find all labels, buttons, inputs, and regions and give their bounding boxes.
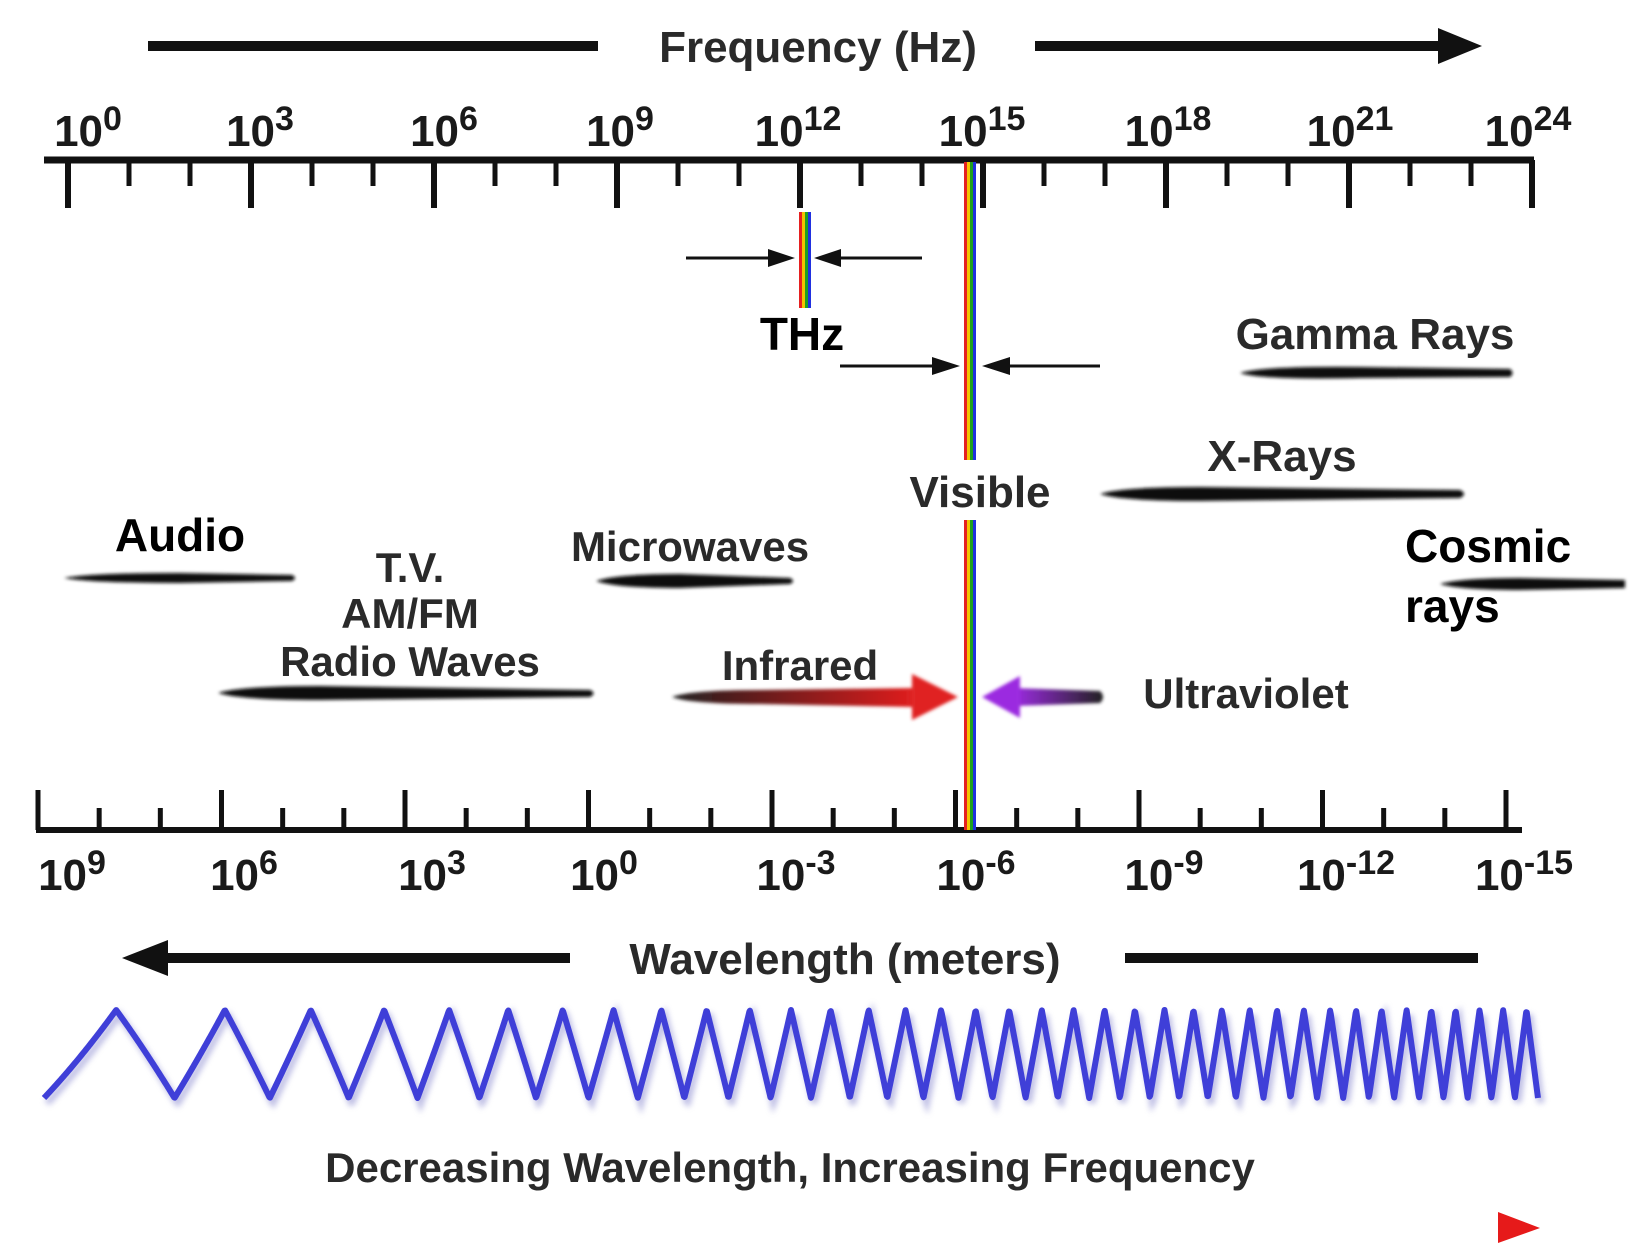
footer-arrow — [44, 1212, 1540, 1243]
wavelength-tick-label: 10-3 — [756, 844, 835, 900]
audio-label: Audio — [115, 509, 245, 561]
radio-waves-label: Radio Waves — [280, 638, 540, 685]
thz-right-arrow-icon — [814, 249, 841, 267]
wavelength-tick-label: 106 — [210, 844, 278, 900]
frequency-tick-label: 1012 — [755, 100, 842, 156]
visible-label: Visible — [909, 468, 1050, 517]
tv-label: T.V. — [376, 544, 445, 591]
ultraviolet-arrow-head-icon — [982, 676, 1020, 718]
ultraviolet-arrow — [982, 676, 1103, 718]
frequency-axis — [44, 156, 1535, 208]
x-rays-label: X-Rays — [1207, 432, 1356, 481]
cosmic-rays-label-line1: Cosmic — [1405, 520, 1571, 572]
frequency-tick-label: 100 — [54, 100, 122, 156]
microwaves-bar — [596, 574, 793, 588]
am-fm-label: AM/FM — [341, 590, 479, 637]
footer-caption: Decreasing Wavelength, Increasing Freque… — [325, 1144, 1255, 1191]
frequency-tick-label: 1024 — [1485, 100, 1572, 156]
frequency-arrow-head — [1438, 28, 1482, 64]
audio-bar — [64, 573, 295, 583]
frequency-axis-title-group: Frequency (Hz) — [148, 23, 1482, 72]
frequency-tick-labels: 100 103 106 109 1012 1015 1018 1021 1024 — [54, 100, 1571, 156]
gamma-rays-bar — [1240, 366, 1513, 379]
wavelength-tick-label: 100 — [570, 844, 638, 900]
visible-left-arrow-icon — [932, 357, 960, 375]
wavelength-axis-title-group: Wavelength (meters) — [122, 935, 1478, 984]
visible-label-bg — [892, 460, 1062, 520]
microwaves-label: Microwaves — [571, 523, 809, 570]
wavelength-tick-labels: 109 106 103 100 10-3 10-6 10-9 10-12 10-15 — [38, 844, 1573, 900]
frequency-tick-label: 1015 — [939, 100, 1026, 156]
visible-marker-arrows — [840, 357, 1100, 375]
cosmic-rays-label-line2: rays — [1405, 580, 1500, 632]
infrared-arrow — [672, 674, 958, 720]
radio-waves-bar — [218, 686, 594, 700]
wavelength-tick-label: 10-9 — [1124, 844, 1203, 900]
gamma-rays-label: Gamma Rays — [1236, 310, 1515, 359]
wavelength-tick-label: 103 — [398, 844, 466, 900]
wavelength-tick-label: 10-12 — [1297, 844, 1395, 900]
thz-label: THz — [760, 308, 844, 360]
x-rays-bar — [1100, 487, 1464, 501]
frequency-tick-label: 106 — [410, 100, 478, 156]
wavelength-tick-label: 109 — [38, 844, 106, 900]
wavelength-tick-label: 10-6 — [936, 844, 1015, 900]
ultraviolet-label: Ultraviolet — [1143, 670, 1348, 717]
wavelength-arrow-head — [122, 940, 168, 976]
thz-marker: THz — [686, 212, 922, 360]
wavelength-axis — [35, 790, 1522, 833]
wavelength-tick-label: 10-15 — [1475, 844, 1573, 900]
frequency-tick-label: 109 — [586, 100, 654, 156]
frequency-tick-label: 103 — [226, 100, 294, 156]
cosmic-rays-bar — [1440, 578, 1625, 590]
infrared-label: Infrared — [722, 642, 878, 689]
wave-illustration — [41, 1002, 1545, 1115]
frequency-tick-label: 1021 — [1307, 100, 1394, 156]
wavelength-axis-title: Wavelength (meters) — [629, 935, 1060, 984]
footer-arrow-head-icon — [1498, 1212, 1540, 1243]
thz-left-arrow-icon — [768, 249, 795, 267]
infrared-arrow-head-icon — [912, 674, 958, 720]
frequency-axis-title: Frequency (Hz) — [659, 23, 977, 72]
visible-right-arrow-icon — [982, 357, 1010, 375]
frequency-tick-label: 1018 — [1125, 100, 1212, 156]
